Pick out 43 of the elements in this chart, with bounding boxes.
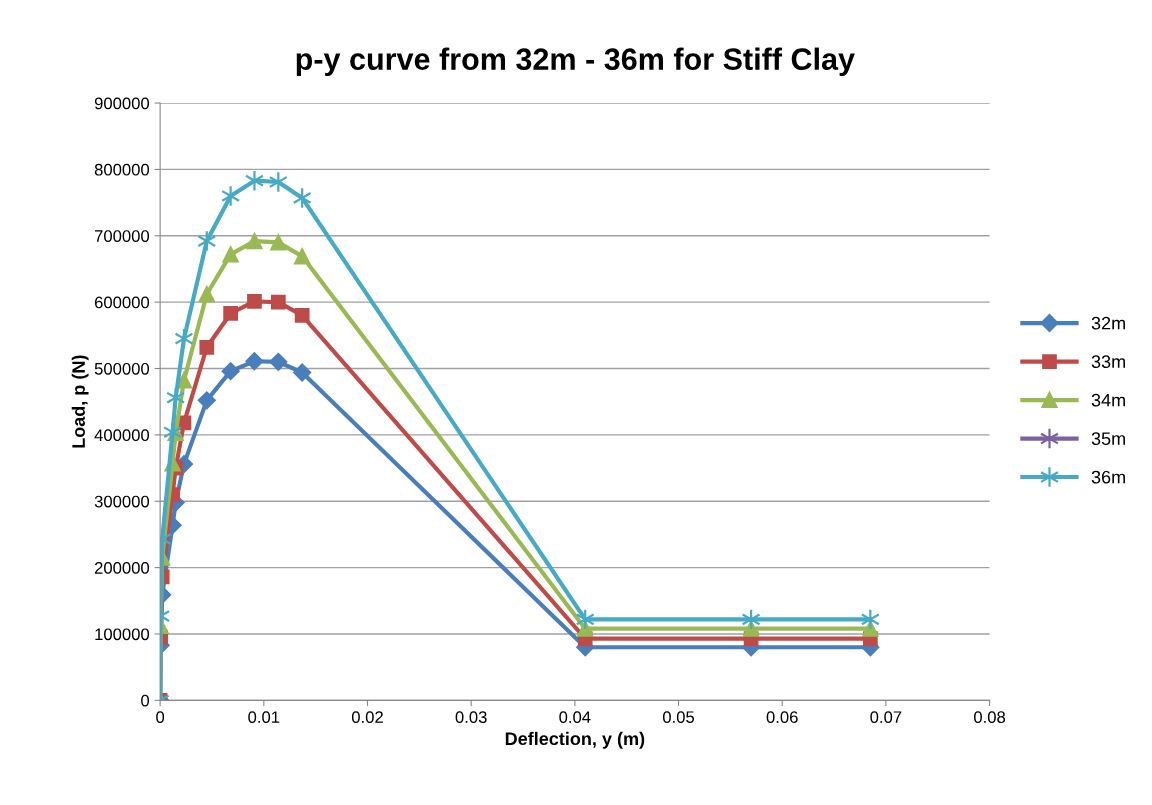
legend-label: 35m [1091,432,1125,446]
y-tick-label: 800000 [94,163,150,176]
y-tick-label: 100000 [95,628,150,641]
point [247,294,262,309]
point [198,286,215,303]
x-tick-label: 0.08 [974,711,1006,724]
y-tick-label: 400000 [94,429,150,442]
point [294,308,310,323]
y-tick-label: 700000 [94,230,150,242]
y-tick-label: 0 [141,694,150,707]
point [222,246,239,263]
x-axis-title: Deflection, y (m) [505,731,645,749]
point [294,248,311,265]
point [244,169,265,192]
y-tick-label: 200000 [94,562,150,574]
point [293,363,312,382]
legend-label: 34m [1091,393,1125,407]
legend-label: 33m [1091,355,1125,369]
point [269,352,288,371]
legend-label: 36m [1091,470,1125,484]
point [270,234,287,251]
y-tick-label: 300000 [94,495,150,508]
point [221,362,240,381]
y-tick-label: 500000 [94,362,150,375]
point [199,339,215,355]
x-tick-label: 0.07 [870,711,902,724]
y-tick-label: 900000 [94,97,150,110]
point [245,352,264,371]
y-tick-label: 600000 [94,296,150,309]
point [246,233,263,250]
x-tick-label: 0.06 [766,711,798,724]
x-tick-label: 0.03 [455,711,487,724]
point [197,391,216,410]
point [270,294,286,310]
y-axis-title: Load, p (N) [71,355,89,448]
x-tick-label: 0.05 [662,711,695,724]
point [223,306,238,321]
x-tick-label: 0.01 [248,711,280,724]
chart-title: p-y curve from 32m - 36m for Stiff Clay [296,47,855,77]
x-tick-label: 0 [156,711,165,724]
x-tick-label: 0.04 [559,711,591,724]
x-tick-label: 0.02 [351,711,383,724]
legend-label: 32m [1091,316,1125,330]
